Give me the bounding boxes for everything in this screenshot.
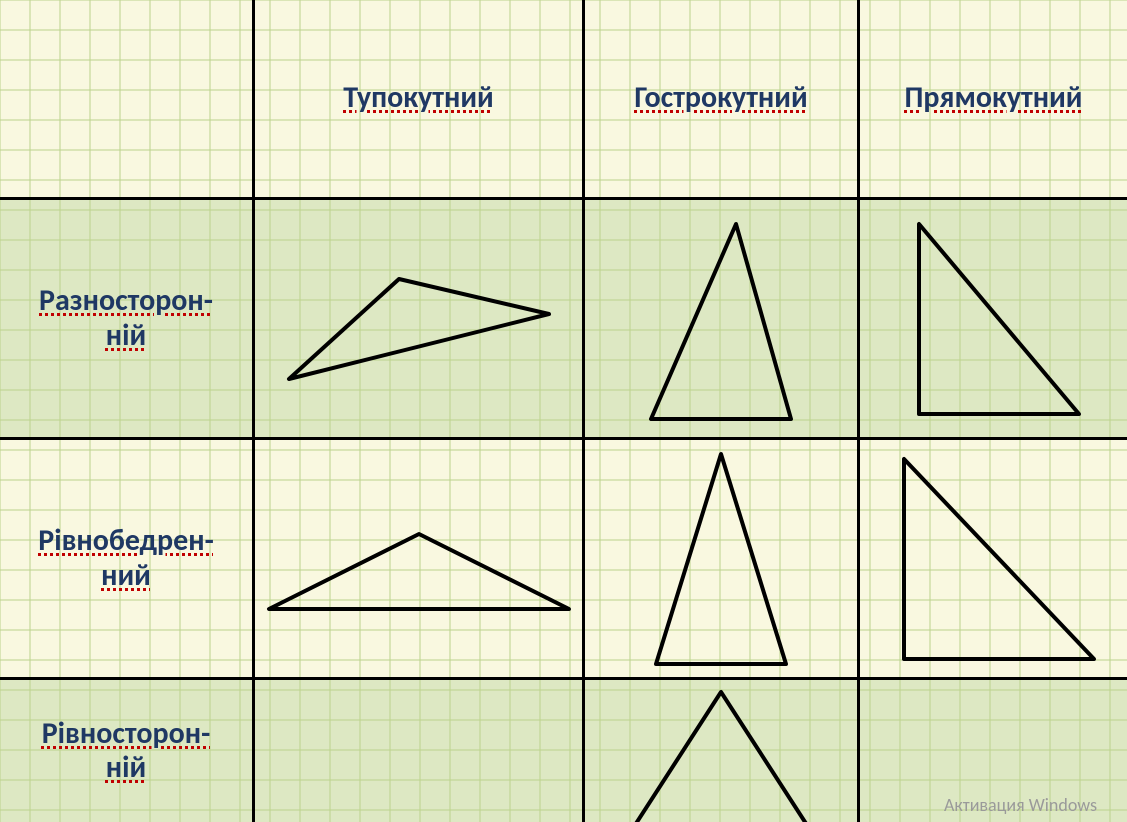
triangle-scalene_obtuse: [269, 219, 569, 419]
cell-equilateral_acute: [585, 680, 860, 822]
column-header-right: Прямокутний: [860, 0, 1127, 200]
cell-equilateral_obtuse: [255, 680, 585, 822]
row-header-isosceles: Рівнобедрен- ний: [0, 440, 255, 680]
cell-isosceles_right: [860, 440, 1127, 680]
row-header-equilateral: Рівносторон- ній: [0, 680, 255, 822]
row-header-label: Рівнобедрен- ний: [38, 524, 214, 593]
column-header-acute: Гострокутний: [585, 0, 860, 200]
cell-isosceles_acute: [585, 440, 860, 680]
triangle-isosceles_right: [884, 449, 1104, 669]
triangle-equilateral_acute: [611, 684, 831, 822]
column-header-label: Гострокутний: [634, 81, 807, 116]
triangle-scalene_acute: [621, 209, 821, 429]
column-header-label: Прямокутний: [905, 81, 1083, 116]
row-header-label: Разносторон- ній: [39, 284, 213, 353]
column-header-label: Тупокутний: [343, 81, 493, 116]
cell-equilateral_right: [860, 680, 1127, 822]
corner-cell: [0, 0, 255, 200]
cell-scalene_obtuse: [255, 200, 585, 440]
triangle-classification-table: Тупокутний Гострокутний Прямокутний Разност…: [0, 0, 1127, 822]
cell-scalene_right: [860, 200, 1127, 440]
cell-isosceles_obtuse: [255, 440, 585, 680]
triangle-isosceles_obtuse: [259, 479, 579, 639]
row-header-label: Рівносторон- ній: [42, 717, 211, 786]
column-header-obtuse: Тупокутний: [255, 0, 585, 200]
triangle-isosceles_acute: [631, 444, 811, 674]
triangle-scalene_right: [894, 209, 1094, 429]
row-header-scalene: Разносторон- ній: [0, 200, 255, 440]
cell-scalene_acute: [585, 200, 860, 440]
